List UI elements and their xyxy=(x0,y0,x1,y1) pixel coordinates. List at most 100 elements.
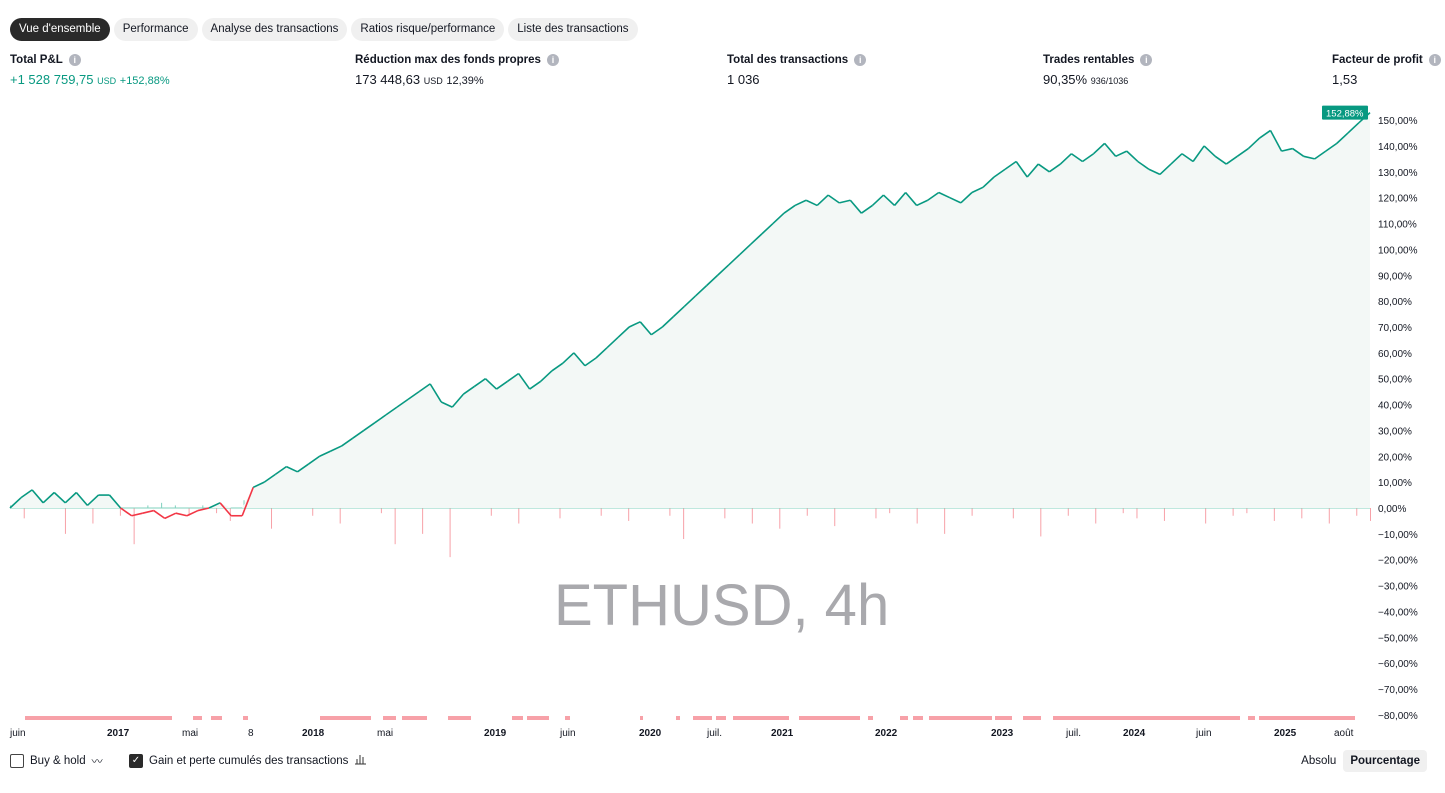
equity-line-segment xyxy=(462,385,475,395)
equity-line-segment xyxy=(297,463,309,473)
tab-trade-analysis[interactable]: Analyse des transactions xyxy=(201,18,348,41)
tab-risk-ratios[interactable]: Ratios risque/performance xyxy=(351,18,505,41)
metric-total-pnl: Total P&L i +1 528 759,75 USD +152,88% xyxy=(10,54,170,87)
buy-hold-toggle[interactable]: Buy & hold 〰 xyxy=(10,753,103,769)
equity-chart[interactable]: 150,00% 140,00% 130,00% 120,00% 110,00% 100,0… xyxy=(0,100,1445,725)
y-tick-label: 110,00% xyxy=(1378,220,1417,231)
percentage-button[interactable]: Pourcentage xyxy=(1343,750,1427,772)
y-tick-label: 0,00% xyxy=(1378,504,1406,515)
equity-line-segment xyxy=(1059,153,1073,165)
info-icon[interactable]: i xyxy=(854,54,867,66)
y-tick-label: 100,00% xyxy=(1378,245,1418,256)
equity-line-segment xyxy=(120,507,133,517)
absolute-button[interactable]: Absolu xyxy=(1301,755,1337,767)
drawdown-period xyxy=(640,716,643,720)
drawdown-period xyxy=(913,716,923,720)
trade-pnl-bar xyxy=(202,505,204,508)
metric-value: 173 448,63 xyxy=(355,72,421,87)
equity-line-segment xyxy=(1148,168,1161,176)
trade-pnl-bar xyxy=(834,508,836,527)
x-tick-label: 2020 xyxy=(639,728,662,739)
equity-line-segment xyxy=(517,373,531,390)
equity-line-segment xyxy=(1104,142,1117,157)
equity-line-segment xyxy=(529,380,542,390)
trade-pnl-bar xyxy=(339,508,341,524)
equity-line-segment xyxy=(1170,153,1183,165)
equity-line-segment xyxy=(352,429,365,439)
info-icon[interactable]: i xyxy=(1140,54,1153,66)
tab-performance[interactable]: Performance xyxy=(113,18,198,41)
equity-line-segment xyxy=(142,509,154,514)
metric-pct: +152,88% xyxy=(119,75,170,87)
tab-overview[interactable]: Vue d'ensemble xyxy=(10,18,110,41)
trade-pnl-bar xyxy=(422,508,424,534)
trade-pnl-bar xyxy=(1328,508,1330,524)
equity-line-segment xyxy=(241,487,254,517)
trade-pnl-bar xyxy=(1040,508,1042,537)
drawdown-period xyxy=(1248,716,1255,720)
drawdown-period xyxy=(733,716,789,720)
trade-pnl-bar xyxy=(243,500,245,508)
trade-pnl-bar xyxy=(916,508,918,524)
equity-line-segment xyxy=(882,194,896,207)
equity-line-segment xyxy=(849,199,862,214)
equity-line-segment xyxy=(728,253,741,266)
equity-line-segment xyxy=(1214,155,1227,165)
x-tick-label: 2022 xyxy=(875,728,898,739)
equity-line-segment xyxy=(1347,122,1360,134)
equity-line-segment xyxy=(1292,147,1305,157)
x-tick-label: 2025 xyxy=(1274,728,1297,739)
y-tick-label: −10,00% xyxy=(1378,530,1418,541)
x-tick-label: juil. xyxy=(707,728,723,739)
trade-pnl-bar xyxy=(1163,508,1165,521)
equity-line-segment xyxy=(186,509,199,517)
drawdown-period xyxy=(676,716,680,720)
equity-line-segment xyxy=(938,191,951,199)
equity-line-segment xyxy=(1181,153,1194,163)
buy-hold-checkbox[interactable] xyxy=(10,754,24,768)
equity-line-segment xyxy=(1082,153,1095,163)
equity-line-segment xyxy=(208,502,221,509)
drawdown-period xyxy=(448,716,471,720)
equity-line-segment xyxy=(274,465,287,476)
trade-pnl-bar xyxy=(449,508,451,558)
x-tick-label: juin xyxy=(560,728,576,739)
equity-line-segment xyxy=(219,502,232,517)
metric-label: Total P&L xyxy=(10,54,63,66)
equity-line-segment xyxy=(551,362,564,372)
equity-area xyxy=(10,112,1370,509)
equity-line-segment xyxy=(252,481,265,489)
drawdown-period xyxy=(565,716,570,720)
equity-line-segment xyxy=(1115,150,1128,158)
drawdown-period xyxy=(995,716,1012,720)
metric-max-drawdown: Réduction max des fonds propres i 173 448… xyxy=(355,54,559,87)
equity-line-segment xyxy=(86,494,100,506)
cum-pnl-toggle[interactable]: ✓ Gain et perte cumulés des transactions xyxy=(129,753,367,768)
trade-pnl-bar xyxy=(1067,508,1069,516)
trade-pnl-bar xyxy=(174,505,176,508)
info-icon[interactable]: i xyxy=(68,54,81,66)
drawdown-period xyxy=(1023,716,1041,720)
equity-line-segment xyxy=(1015,161,1028,178)
drawdown-period xyxy=(243,716,248,720)
info-icon[interactable]: i xyxy=(546,54,559,66)
y-tick-label: 140,00% xyxy=(1378,142,1418,153)
equity-line-segment xyxy=(385,406,398,416)
trade-pnl-bar xyxy=(683,508,685,540)
drawdown-period xyxy=(1259,716,1355,720)
trade-pnl-bar xyxy=(971,508,973,516)
equity-line-segment xyxy=(363,422,376,432)
trade-pnl-bar xyxy=(92,508,94,524)
info-icon[interactable]: i xyxy=(1428,54,1441,66)
trade-pnl-bar xyxy=(133,508,135,545)
equity-line-segment xyxy=(706,274,719,287)
equity-line-segment xyxy=(971,186,984,194)
equity-line-segment xyxy=(451,393,464,408)
equity-line-segment xyxy=(1325,142,1338,152)
y-tick-label: 50,00% xyxy=(1378,375,1412,386)
equity-line-segment xyxy=(1258,129,1271,139)
equity-line-segment xyxy=(617,326,630,338)
tab-trade-list[interactable]: Liste des transactions xyxy=(508,18,638,41)
metric-pct: 12,39% xyxy=(446,75,484,87)
cum-pnl-checkbox[interactable]: ✓ xyxy=(129,753,143,768)
